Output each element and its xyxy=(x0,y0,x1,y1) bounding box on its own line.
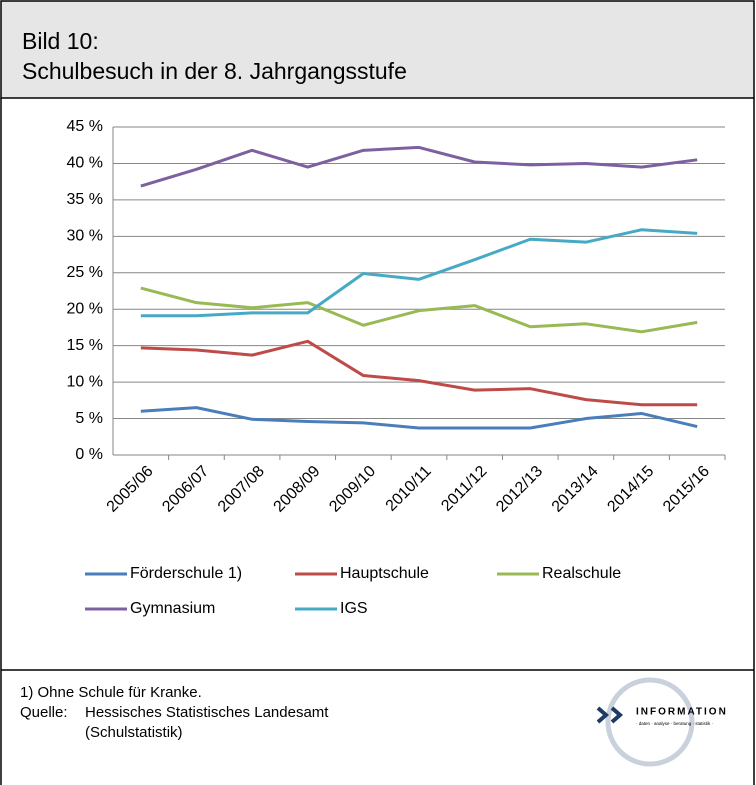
legend-label: Förderschule 1) xyxy=(130,565,242,582)
y-tick-label: 15 % xyxy=(67,337,103,354)
x-tick-label: 2008/09 xyxy=(271,463,324,516)
y-tick-label: 45 % xyxy=(67,118,103,135)
legend-label: IGS xyxy=(340,600,368,617)
logo-ring xyxy=(605,677,695,767)
x-tick-label: 2014/15 xyxy=(604,463,657,516)
y-tick-label: 30 % xyxy=(67,228,103,245)
header-title: Schulbesuch in der 8. Jahrgangsstufe xyxy=(22,58,407,84)
y-tick-label: 20 % xyxy=(67,300,103,317)
logo-arrows xyxy=(596,706,624,724)
y-tick-label: 10 % xyxy=(67,373,103,390)
series-line xyxy=(140,228,698,318)
header-box xyxy=(0,0,755,99)
source-line: Hessisches Statistisches Landesamt xyxy=(85,704,329,721)
y-tick-label: 0 % xyxy=(75,446,103,463)
series-line xyxy=(140,286,698,334)
x-tick-label: 2013/14 xyxy=(549,463,602,516)
series-line xyxy=(140,145,698,188)
y-tick-label: 5 % xyxy=(75,410,103,427)
series-line xyxy=(140,406,698,430)
y-tick-label: 35 % xyxy=(67,191,103,208)
source-line: (Schulstatistik) xyxy=(85,724,183,741)
logo: INFORMATION · daten · analyse · beratung… xyxy=(596,677,728,767)
x-tick-label: 2007/08 xyxy=(215,463,268,516)
y-tick-label: 40 % xyxy=(67,155,103,172)
x-tick-label: 2015/16 xyxy=(660,463,713,516)
header-label: Bild 10: xyxy=(22,28,99,54)
x-tick-label: 2011/12 xyxy=(438,463,490,515)
x-tick-label: 2012/13 xyxy=(493,463,546,516)
x-tick-label: 2009/10 xyxy=(326,463,379,516)
x-tick-label: 2010/11 xyxy=(383,463,435,515)
series-line xyxy=(140,339,698,407)
legend-label: Gymnasium xyxy=(130,600,215,617)
logo-name: INFORMATION xyxy=(636,707,728,718)
footnote: 1) Ohne Schule für Kranke. xyxy=(20,684,202,701)
x-tick-label: 2006/07 xyxy=(159,463,212,516)
legend-label: Realschule xyxy=(542,565,621,582)
plot: 0 % 5 % 10 % 15 % 20 % 25 % 30 % 35 % 40 % 45 % 20… xyxy=(67,118,726,617)
source-label: Quelle: xyxy=(20,704,68,721)
legend-label: Hauptschule xyxy=(340,565,429,582)
y-tick-label: 25 % xyxy=(67,264,103,281)
logo-tagline: · daten · analyse · beratung · statistik… xyxy=(636,721,713,726)
x-tick-label: 2005/06 xyxy=(104,463,157,516)
